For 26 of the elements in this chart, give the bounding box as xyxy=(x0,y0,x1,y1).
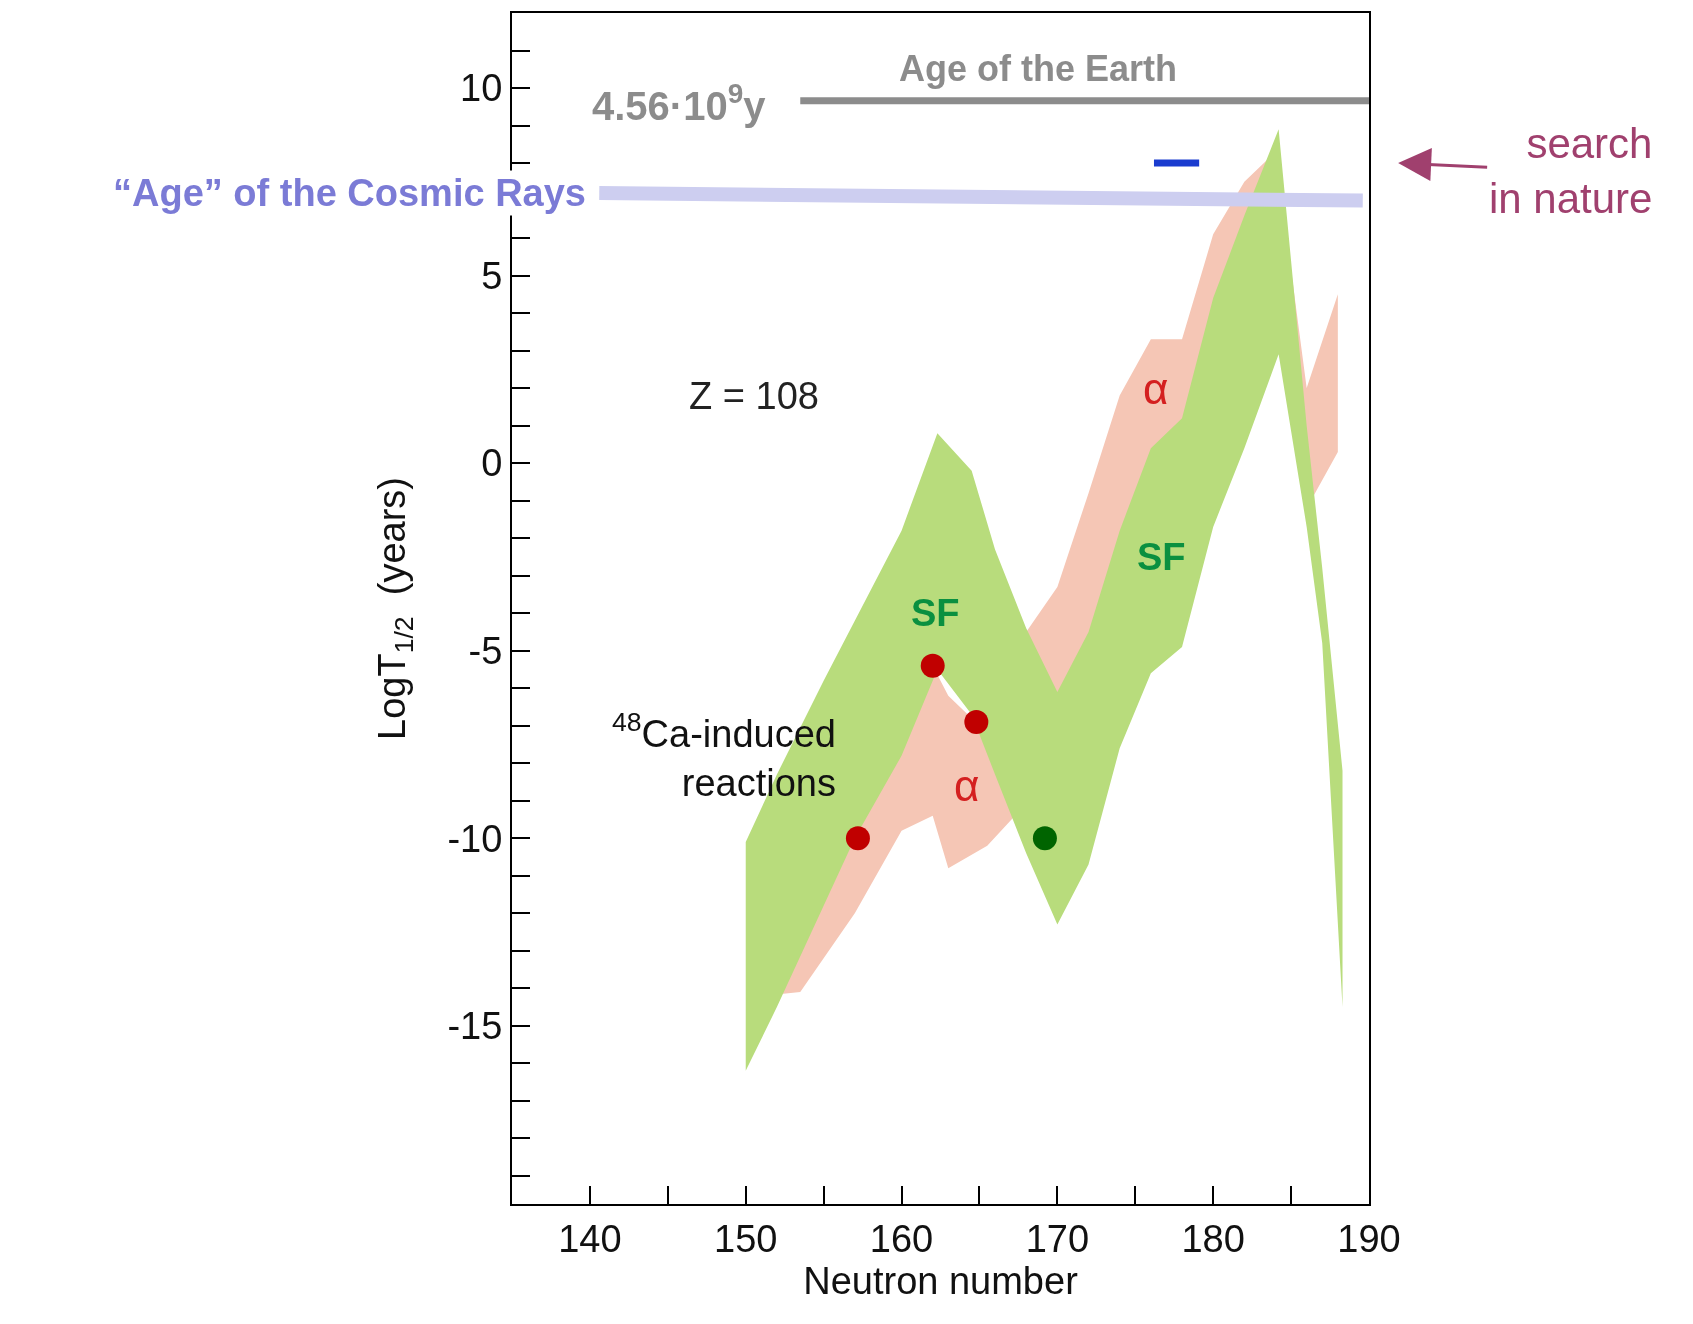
y-tick-label: 10 xyxy=(460,67,503,110)
y-tick-label: -5 xyxy=(468,630,503,672)
x-tick-label: 140 xyxy=(558,1217,622,1260)
series-label: Age of the Earth xyxy=(899,48,1178,89)
point xyxy=(964,709,989,734)
y-tick-label: 5 xyxy=(481,254,503,297)
text: search in nature xyxy=(1489,120,1653,222)
y-tick-label: -15 xyxy=(447,1005,503,1048)
annotation: α xyxy=(1143,364,1169,413)
y-tick-label: -10 xyxy=(447,817,503,860)
x-tick-label: 150 xyxy=(714,1217,778,1260)
x-axis-title: Neutron number xyxy=(803,1259,1079,1302)
annotation: 4.56·10$^{9}$y xyxy=(592,78,767,128)
point xyxy=(845,826,870,851)
x-tick-label: 180 xyxy=(1181,1217,1245,1260)
x-tick-label: 170 xyxy=(1025,1217,1090,1260)
annotation: SF xyxy=(911,592,960,634)
y-tick-label: 0 xyxy=(481,442,503,485)
annotation: SF xyxy=(1137,536,1186,578)
x-tick-label: 160 xyxy=(869,1217,934,1260)
x-tick-label: 190 xyxy=(1337,1217,1401,1260)
point xyxy=(1032,826,1057,851)
point xyxy=(920,653,945,678)
series-label: “Age” of the Cosmic Rays xyxy=(113,172,586,214)
annotation: α xyxy=(954,761,980,810)
annotation: Z = 108 xyxy=(689,375,819,417)
